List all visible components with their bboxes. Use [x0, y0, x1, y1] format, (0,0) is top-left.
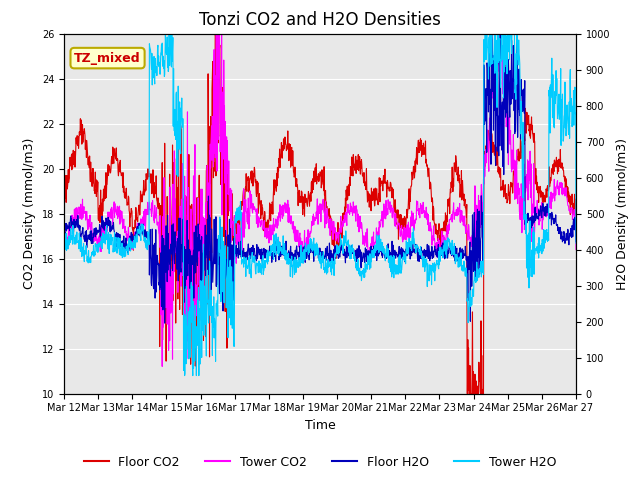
Floor H2O: [512, 115, 520, 121]
Tower H2O: [572, 240, 580, 246]
Tower H2O: [400, 250, 408, 255]
Tower CO2: [174, 262, 182, 268]
Floor CO2: [174, 296, 182, 302]
Tower H2O: [467, 304, 474, 310]
Tower CO2: [162, 253, 170, 259]
Line: Floor H2O: Floor H2O: [64, 34, 576, 323]
Floor CO2: [467, 391, 474, 396]
Floor CO2: [463, 391, 471, 396]
Floor CO2: [232, 240, 239, 246]
Floor CO2: [399, 218, 407, 224]
Tower H2O: [174, 83, 182, 89]
Floor H2O: [399, 247, 407, 253]
Tower H2O: [161, 31, 169, 36]
Floor CO2: [211, 31, 219, 36]
Y-axis label: CO2 Density (mmol/m3): CO2 Density (mmol/m3): [23, 138, 36, 289]
Tower H2O: [232, 209, 240, 215]
Tower H2O: [60, 252, 68, 258]
Floor CO2: [161, 271, 169, 277]
Floor H2O: [232, 251, 239, 256]
Floor H2O: [161, 320, 168, 326]
Legend: Floor CO2, Tower CO2, Floor H2O, Tower H2O: Floor CO2, Tower CO2, Floor H2O, Tower H…: [79, 451, 561, 474]
Title: Tonzi CO2 and H2O Densities: Tonzi CO2 and H2O Densities: [199, 11, 441, 29]
Tower CO2: [158, 363, 166, 369]
Line: Tower CO2: Tower CO2: [64, 34, 576, 366]
Tower H2O: [162, 49, 170, 55]
Floor CO2: [60, 193, 68, 199]
Floor H2O: [467, 318, 474, 324]
Tower CO2: [212, 31, 220, 36]
X-axis label: Time: Time: [305, 419, 335, 432]
Line: Tower H2O: Tower H2O: [64, 34, 576, 375]
Floor H2O: [174, 278, 182, 284]
Tower CO2: [572, 247, 580, 252]
Floor H2O: [572, 239, 580, 244]
Tower H2O: [512, 96, 520, 102]
Tower CO2: [60, 243, 68, 249]
Floor CO2: [512, 168, 520, 174]
Floor H2O: [162, 269, 170, 275]
Floor H2O: [486, 31, 493, 36]
Line: Floor CO2: Floor CO2: [64, 34, 576, 394]
Text: TZ_mixed: TZ_mixed: [74, 51, 141, 65]
Tower CO2: [467, 234, 474, 240]
Tower H2O: [180, 372, 188, 378]
Tower CO2: [232, 236, 240, 242]
Tower CO2: [512, 168, 520, 174]
Y-axis label: H2O Density (mmol/m3): H2O Density (mmol/m3): [616, 138, 628, 289]
Tower CO2: [400, 237, 408, 242]
Floor H2O: [60, 224, 68, 230]
Floor CO2: [572, 231, 580, 237]
